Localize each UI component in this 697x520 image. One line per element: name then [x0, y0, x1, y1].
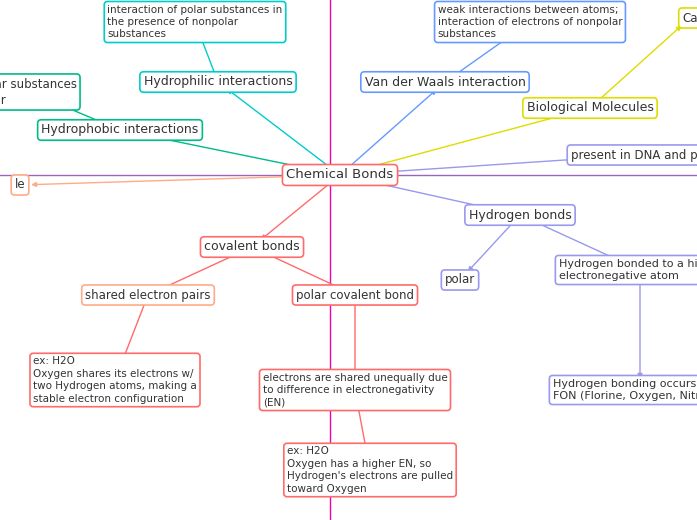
Text: electrons are shared unequally due
to difference in electronegativity
(EN): electrons are shared unequally due to di… [263, 373, 447, 407]
Text: weak interactions between atoms;
interaction of electrons of nonpolar
substances: weak interactions between atoms; interac… [438, 5, 622, 40]
Text: polar: polar [445, 274, 475, 287]
Text: ex: H2O
Oxygen has a higher EN, so
Hydrogen's electrons are pulled
toward Oxygen: ex: H2O Oxygen has a higher EN, so Hydro… [287, 446, 453, 493]
Text: le: le [15, 178, 25, 191]
Text: Van der Waals interaction: Van der Waals interaction [365, 75, 526, 88]
Text: Hydrogen bonding occurs w/
FON (Florine, Oxygen, Nitrogen: Hydrogen bonding occurs w/ FON (Florine,… [553, 379, 697, 401]
Text: shared electron pairs: shared electron pairs [85, 289, 210, 302]
Text: Ca: Ca [682, 11, 697, 24]
Text: Biological Molecules: Biological Molecules [526, 101, 654, 114]
Text: olar substances
olar: olar substances olar [0, 77, 77, 107]
Text: Hydrophilic interactions: Hydrophilic interactions [144, 75, 292, 88]
Text: ex: H2O
Oxygen shares its electrons w/
two Hydrogen atoms, making a
stable elect: ex: H2O Oxygen shares its electrons w/ t… [33, 356, 197, 404]
Text: interaction of polar substances in
the presence of nonpolar
substances: interaction of polar substances in the p… [107, 5, 282, 40]
Text: covalent bonds: covalent bonds [204, 240, 300, 253]
Text: polar covalent bond: polar covalent bond [296, 289, 414, 302]
Text: Hydrophobic interactions: Hydrophobic interactions [41, 123, 199, 136]
Text: Chemical Bonds: Chemical Bonds [286, 168, 394, 181]
Text: present in DNA and pro: present in DNA and pro [571, 149, 697, 162]
Text: Hydrogen bonded to a highly
electronegative atom: Hydrogen bonded to a highly electronegat… [559, 259, 697, 281]
Text: Hydrogen bonds: Hydrogen bonds [468, 209, 572, 222]
